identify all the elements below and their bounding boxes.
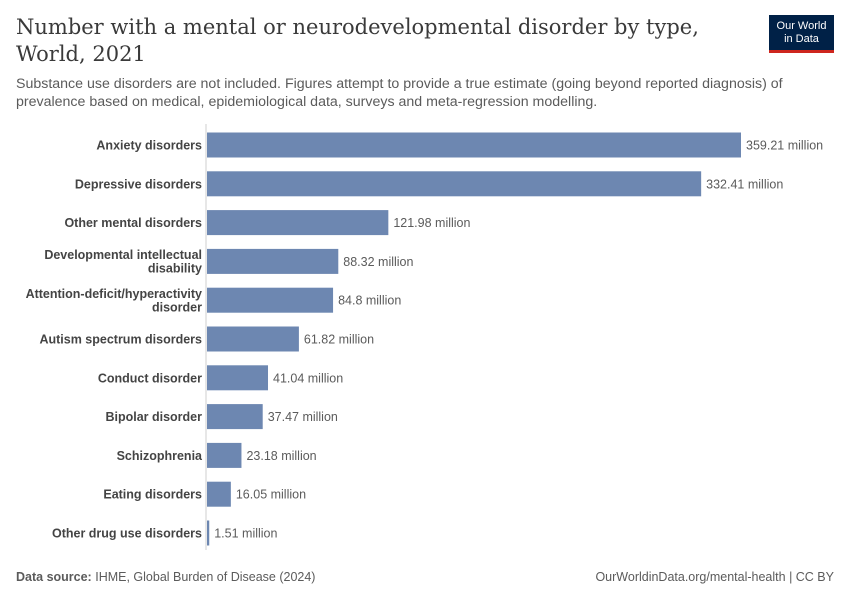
bar[interactable] — [207, 326, 299, 352]
value-label: 23.18 million — [246, 449, 316, 463]
bar[interactable] — [207, 132, 741, 158]
value-label: 1.51 million — [214, 527, 277, 541]
bar[interactable] — [207, 248, 339, 274]
category-label: Bipolar disorder — [105, 410, 202, 424]
owid-logo[interactable]: Our World in Data — [769, 15, 834, 53]
chart-title: Number with a mental or neurodevelopment… — [16, 15, 699, 66]
category-label: Attention-deficit/hyperactivity disorder — [26, 287, 203, 315]
bar[interactable] — [207, 404, 263, 430]
category-label: Other mental disorders — [64, 216, 202, 230]
value-label: 37.47 million — [268, 410, 338, 424]
value-label: 61.82 million — [304, 333, 374, 347]
data-source-text[interactable]: IHME, Global Burden of Disease (2024) — [95, 570, 316, 584]
category-label: Autism spectrum disorders — [39, 333, 202, 347]
category-label: Depressive disorders — [75, 177, 202, 191]
category-label: Schizophrenia — [117, 449, 203, 463]
category-label: Other drug use disorders — [52, 527, 202, 541]
category-label: Eating disorders — [103, 488, 202, 502]
logo-line-2: in Data — [784, 32, 819, 45]
credit-link[interactable]: OurWorldinData.org/mental-health | CC BY — [595, 570, 834, 584]
bar[interactable] — [207, 520, 210, 546]
bar[interactable] — [207, 210, 389, 236]
bar[interactable] — [207, 365, 269, 391]
category-label: Anxiety disorders — [96, 139, 202, 153]
bar[interactable] — [207, 171, 702, 197]
value-label: 41.04 million — [273, 371, 343, 385]
category-label: Conduct disorder — [98, 371, 202, 385]
data-source: Data source: IHME, Global Burden of Dise… — [16, 570, 315, 584]
value-label: 84.8 million — [338, 294, 401, 308]
logo-line-1: Our World — [776, 20, 827, 32]
data-source-label: Data source: — [16, 570, 92, 584]
value-label: 332.41 million — [706, 177, 783, 191]
category-label: Developmental intellectual disability — [44, 248, 202, 276]
chart-subtitle: Substance use disorders are not included… — [16, 76, 783, 110]
value-label: 16.05 million — [236, 488, 306, 502]
bar[interactable] — [207, 287, 334, 313]
value-label: 359.21 million — [746, 139, 823, 153]
value-label: 121.98 million — [393, 216, 470, 230]
bar[interactable] — [207, 442, 242, 468]
bar[interactable] — [207, 481, 231, 507]
value-label: 88.32 million — [343, 255, 413, 269]
